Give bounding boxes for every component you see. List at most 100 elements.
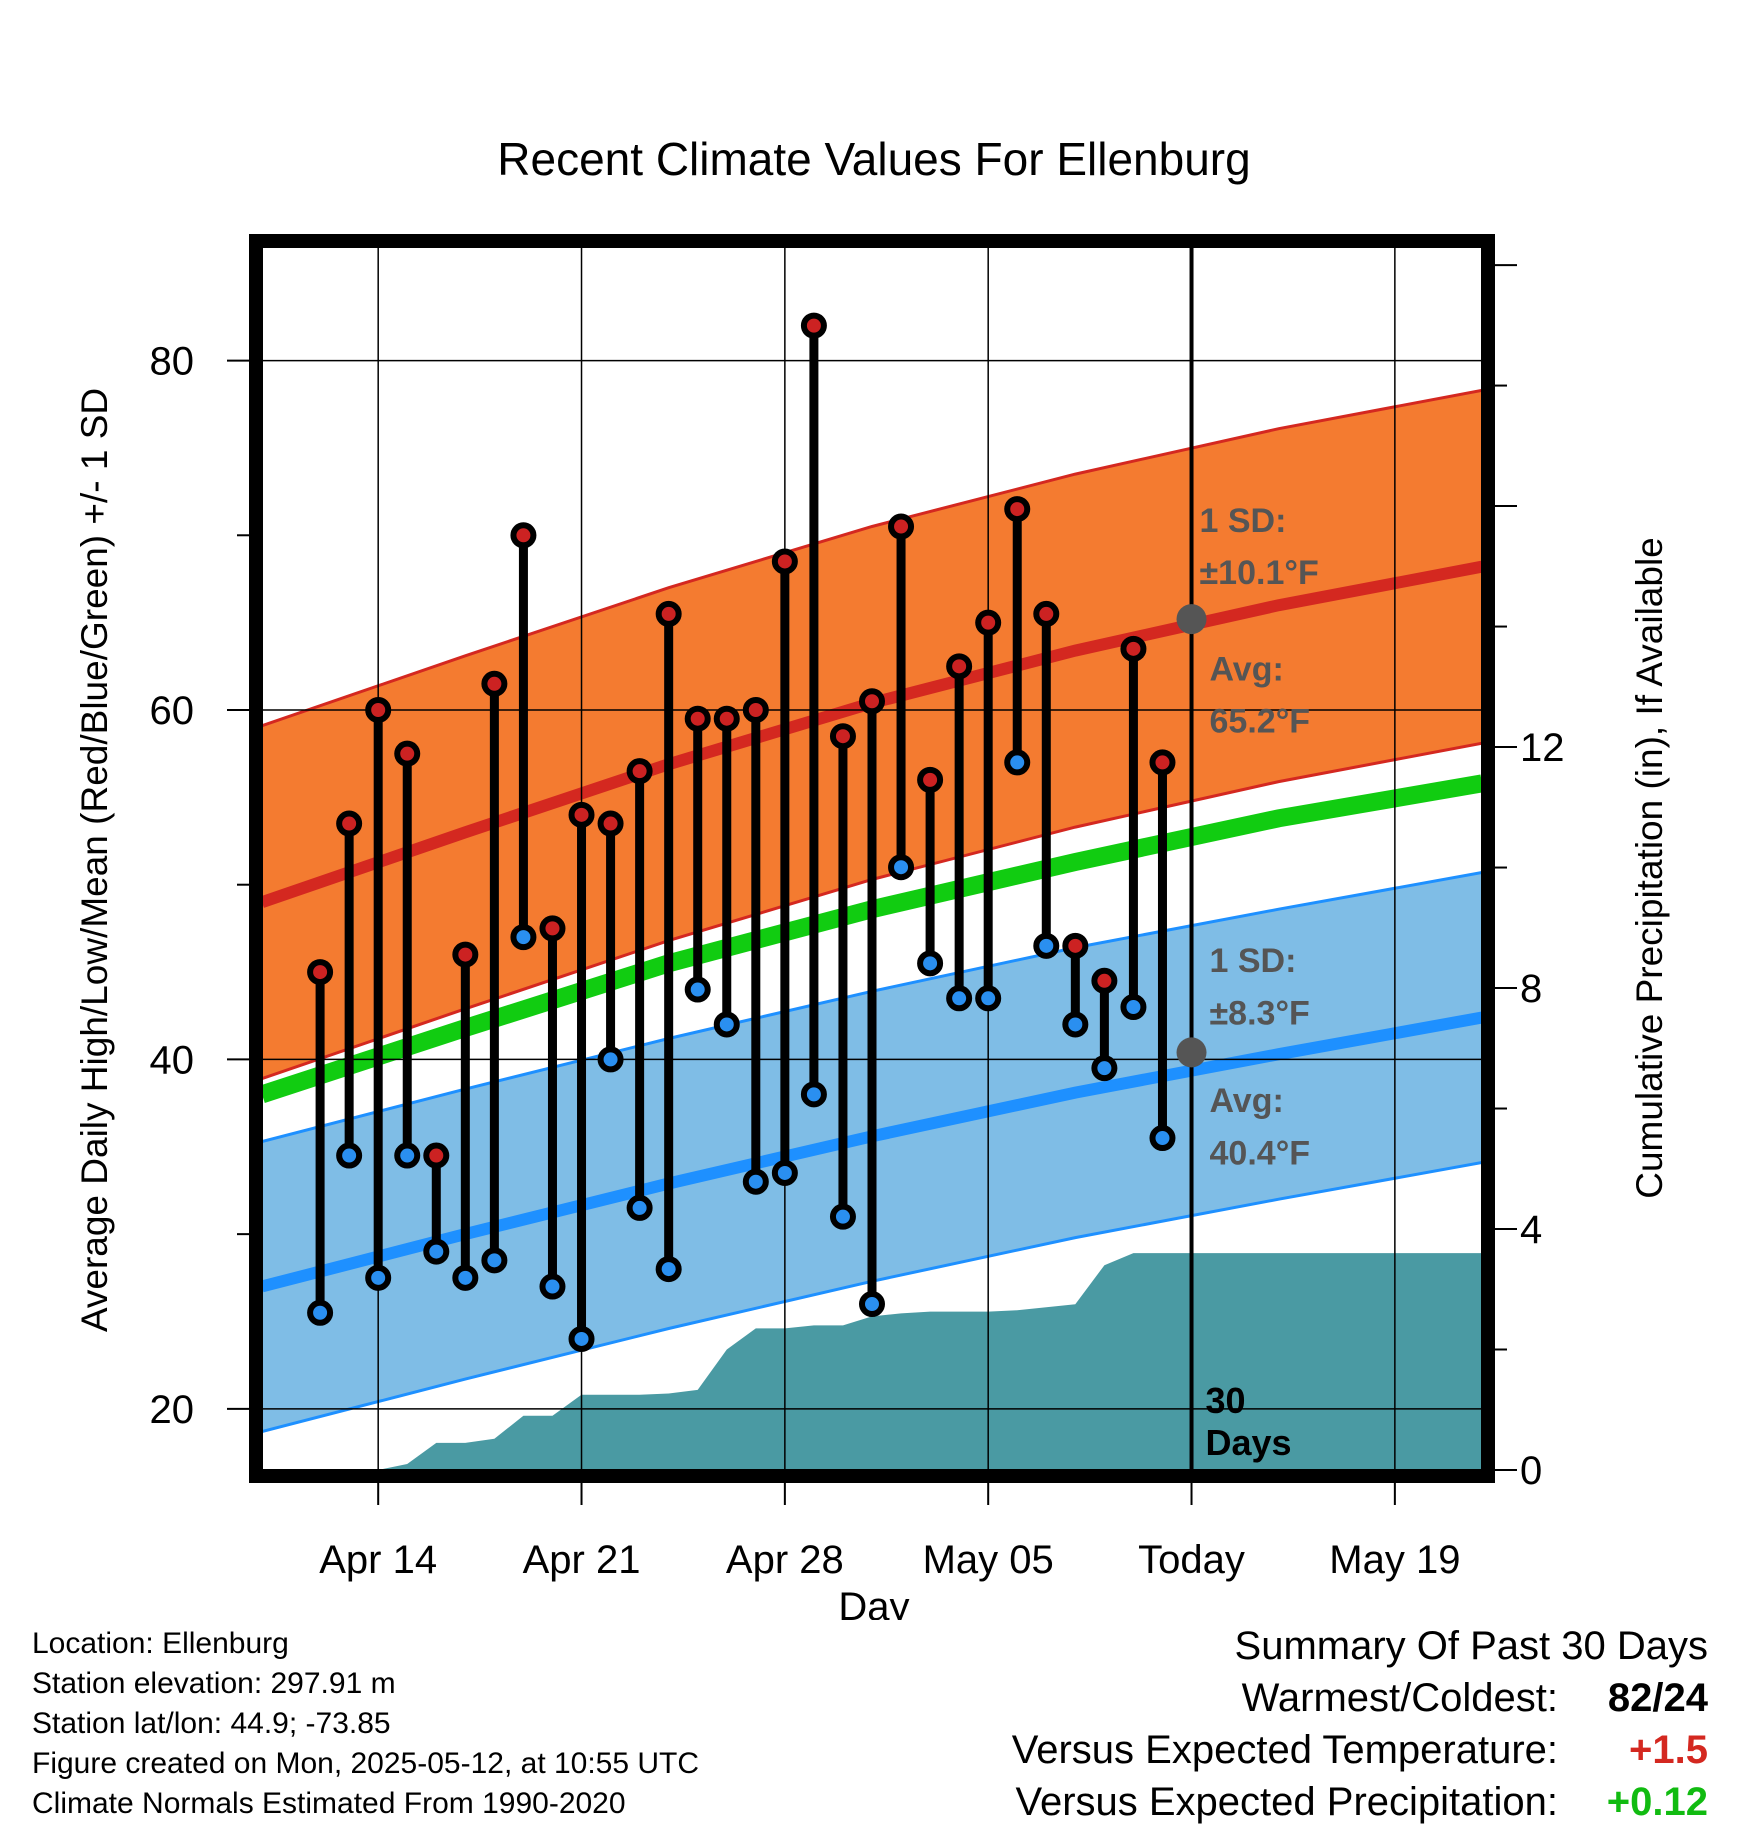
daily-high-point <box>655 600 682 627</box>
y2-tick-label: 12 <box>1520 726 1565 770</box>
x-tick-label: May 05 <box>923 1538 1054 1582</box>
climate-chart: Recent Climate Values For Ellenburg 1 SD:… <box>74 133 1670 1620</box>
today-high-normal-marker <box>1176 604 1207 635</box>
warmest-label: Warmest/Coldest: <box>1241 1676 1558 1720</box>
y2-tick-label: 8 <box>1520 967 1542 1011</box>
y-tick-label: 40 <box>150 1038 195 1082</box>
daily-high-point <box>452 941 479 968</box>
cumulative-precip-area <box>262 1253 1482 1470</box>
daily-low-point <box>1120 994 1147 1021</box>
daily-low-point <box>452 1264 479 1291</box>
x-tick-label: May 19 <box>1329 1538 1460 1582</box>
daily-low-point <box>888 854 915 881</box>
high-avg-value: 65.2°F <box>1210 703 1311 741</box>
high-sd-value: ±10.1°F <box>1200 554 1319 592</box>
plot-area <box>262 247 1482 1470</box>
daily-low-point <box>307 1299 334 1326</box>
daily-low-point <box>859 1291 885 1318</box>
daily-high-point <box>771 548 798 575</box>
created-text: Figure created on Mon, 2025-05-12, at 10… <box>32 1747 700 1780</box>
daily-high-point <box>394 740 421 767</box>
temp-anomaly-label: Versus Expected Temperature: <box>1011 1728 1558 1772</box>
latlon-text: Station lat/lon: 44.9; -73.85 <box>32 1707 391 1740</box>
x-axis-label: Day <box>838 1585 909 1620</box>
daily-low-point <box>684 976 711 1003</box>
y-axis-label: Average Daily High/Low/Mean (Red/Blue/Gr… <box>74 388 115 1332</box>
daily-high-point <box>510 522 537 549</box>
daily-low-point <box>626 1194 653 1221</box>
x-tick-label: Apr 28 <box>726 1538 844 1582</box>
daily-high-point <box>684 705 711 732</box>
daily-high-point <box>365 696 392 723</box>
elevation-text: Station elevation: 297.91 m <box>32 1667 396 1700</box>
daily-low-point <box>800 1081 827 1108</box>
summary-row-temp: Versus Expected Temperature: +1.5 <box>888 1724 1708 1776</box>
daily-low-point <box>975 985 1002 1012</box>
daily-low-point <box>336 1142 363 1169</box>
precip-anomaly-value: +0.12 <box>1606 1780 1708 1824</box>
location-text: Location: Ellenburg <box>32 1627 289 1660</box>
daily-high-point <box>568 801 595 828</box>
daily-low-point <box>742 1168 769 1195</box>
normals-text: Climate Normals Estimated From 1990-2020 <box>32 1787 626 1820</box>
daily-low-point <box>394 1142 421 1169</box>
daily-low-point <box>539 1273 566 1300</box>
summary-row-warmest: Warmest/Coldest: 82/24 <box>888 1672 1708 1724</box>
low-avg-value: 40.4°F <box>1210 1134 1311 1172</box>
daily-high-point <box>888 513 915 540</box>
daily-high-point <box>307 959 334 986</box>
daily-low-point <box>597 1046 624 1073</box>
warmest-value: 82/24 <box>1607 1676 1708 1720</box>
daily-low-point <box>655 1256 682 1283</box>
summary-row-precip: Versus Expected Precipitation: +0.12 <box>888 1776 1708 1828</box>
daily-high-point <box>1004 496 1031 523</box>
daily-high-point <box>829 723 856 750</box>
daily-high-point <box>800 312 827 339</box>
daily-high-point <box>742 696 769 723</box>
daily-low-point <box>1062 1011 1089 1038</box>
summary-title: Summary Of Past 30 Days <box>1234 1624 1708 1668</box>
y2-axis-label: Cumulative Precipitation (in), If Availa… <box>1629 537 1670 1199</box>
daily-low-point <box>829 1203 856 1230</box>
y-tick-label: 20 <box>150 1388 195 1432</box>
daily-high-point <box>975 609 1002 636</box>
daily-high-point <box>626 758 653 785</box>
y2-tick-label: 4 <box>1520 1208 1542 1252</box>
daily-low-point <box>917 950 944 977</box>
low-sd-label: 1 SD: <box>1210 942 1297 980</box>
x-tick-label: Today <box>1138 1538 1245 1582</box>
today-low-normal-marker <box>1176 1037 1207 1068</box>
daily-high-point <box>1091 967 1118 994</box>
daily-low-point <box>1033 932 1060 959</box>
daily-low-point <box>1149 1125 1176 1152</box>
y-tick-label: 60 <box>150 689 195 733</box>
y-tick-label: 80 <box>150 340 195 384</box>
daily-low-point <box>481 1247 508 1274</box>
high-sd-label: 1 SD: <box>1200 502 1287 540</box>
station-info: Location: Ellenburg Station elevation: 2… <box>32 1624 699 1824</box>
daily-high-point <box>481 670 508 697</box>
daily-low-point <box>1091 1055 1118 1082</box>
daily-high-point <box>946 653 973 680</box>
today-window-unit: Days <box>1206 1422 1292 1463</box>
low-avg-label: Avg: <box>1210 1082 1284 1120</box>
high-avg-label: Avg: <box>1210 650 1284 688</box>
plot-frame <box>249 234 1495 1483</box>
daily-low-point <box>568 1325 595 1352</box>
y2-tick-label: 0 <box>1520 1449 1542 1493</box>
daily-high-point <box>1149 749 1176 776</box>
daily-low-point <box>1004 749 1031 776</box>
precip-anomaly-label: Versus Expected Precipitation: <box>1015 1780 1558 1824</box>
daily-high-point <box>917 766 944 793</box>
daily-low-point <box>713 1011 740 1038</box>
chart-title: Recent Climate Values For Ellenburg <box>497 133 1250 185</box>
temp-anomaly-value: +1.5 <box>1629 1728 1708 1772</box>
summary-panel: Summary Of Past 30 Days Warmest/Coldest:… <box>888 1620 1708 1828</box>
x-tick-label: Apr 14 <box>319 1538 437 1582</box>
daily-high-point <box>1120 635 1147 662</box>
daily-low-point <box>510 924 537 951</box>
daily-high-point <box>539 915 566 942</box>
daily-high-point <box>597 810 624 837</box>
daily-high-point <box>859 688 885 715</box>
today-window-number: 30 <box>1206 1380 1246 1421</box>
